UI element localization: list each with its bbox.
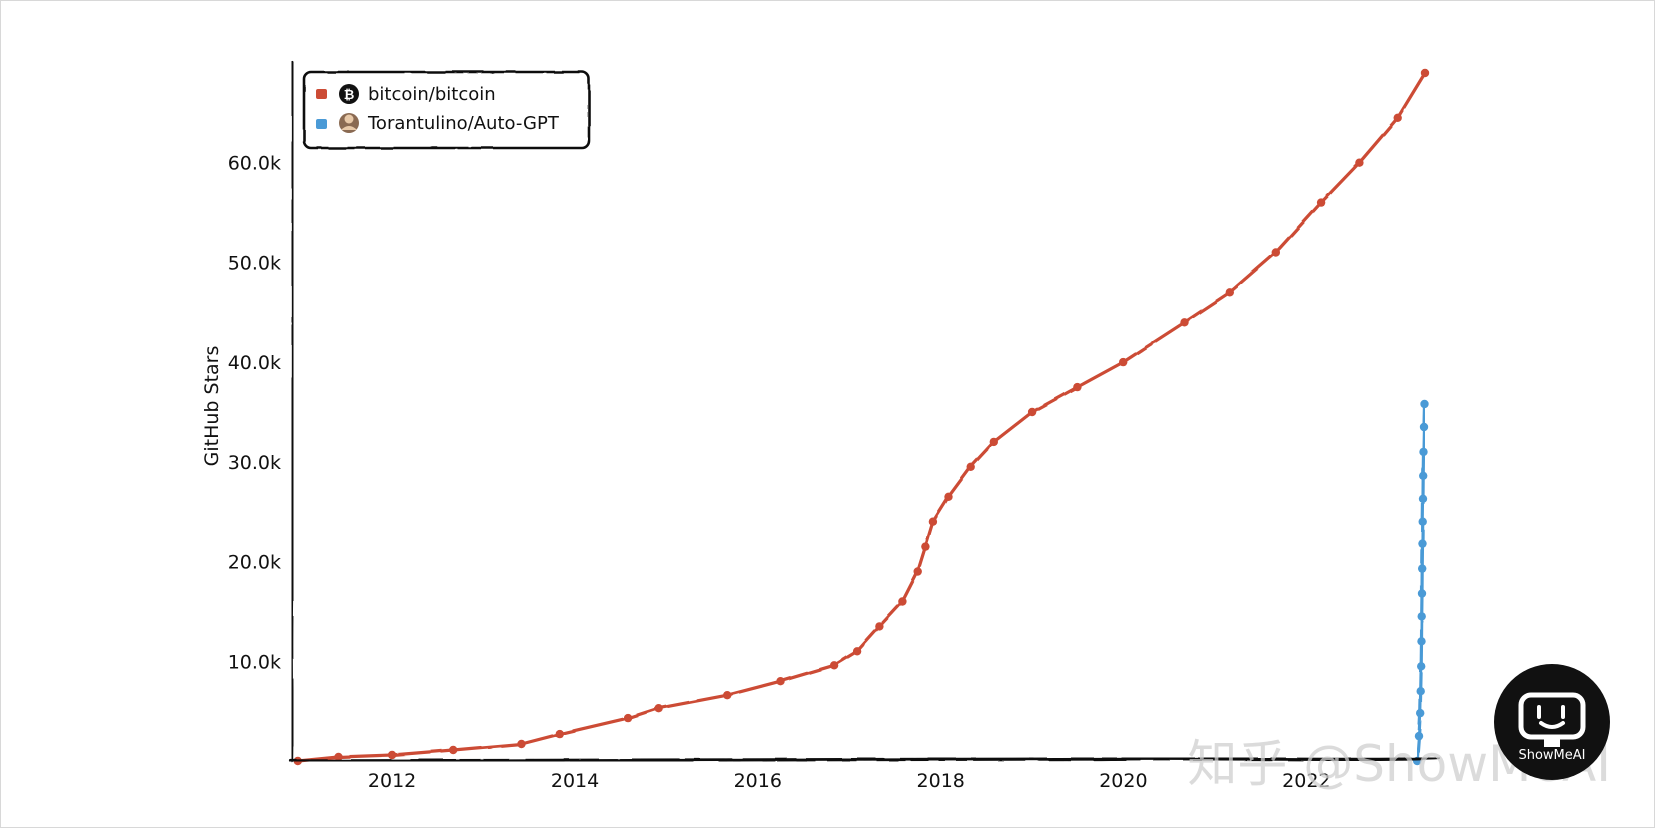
x-tick-label: 2020 [1099, 770, 1147, 792]
data-point [875, 622, 884, 631]
data-point [1417, 589, 1427, 598]
series-line-autogpt [1415, 402, 1427, 763]
x-tick-label: 2016 [734, 770, 782, 792]
data-point [776, 677, 785, 686]
series-layer [293, 68, 1430, 766]
y-axis-line [290, 61, 295, 763]
data-point [1180, 318, 1189, 327]
data-point [1414, 731, 1424, 741]
data-point [517, 739, 526, 749]
y-axis-label: GitHub Stars [201, 346, 223, 467]
legend-swatch-autogpt [316, 119, 327, 129]
data-point [1418, 539, 1427, 548]
data-point [1417, 662, 1426, 671]
data-point [966, 462, 975, 471]
data-point [1271, 248, 1281, 257]
legend: ₿ bitcoin/bitcoin Torantulino/Auto-GPT [302, 70, 591, 150]
data-point [1027, 407, 1037, 417]
data-point [654, 704, 663, 713]
watermark-badge-text: ShowMeAI [1518, 748, 1585, 763]
x-tick-label: 2014 [551, 770, 599, 792]
svg-text:₿: ₿ [344, 88, 355, 103]
data-point [1355, 158, 1364, 167]
data-point [1419, 471, 1428, 480]
data-point [723, 691, 732, 700]
x-tick-label: 2018 [917, 770, 965, 792]
x-tick-label: 2022 [1282, 770, 1330, 792]
data-point [1416, 708, 1425, 718]
data-point [1418, 517, 1427, 526]
data-point [449, 745, 458, 755]
y-tick-label: 20.0k [228, 552, 281, 574]
data-point [1420, 68, 1430, 78]
data-point [829, 661, 839, 670]
robot-logo-icon: ShowMeAI [1494, 664, 1610, 780]
data-point [1419, 447, 1428, 457]
y-tick-label: 30.0k [228, 452, 281, 474]
legend-box [302, 70, 591, 150]
data-point [898, 597, 907, 606]
y-tick-label: 10.0k [228, 651, 281, 673]
y-tick-label: 40.0k [228, 352, 281, 374]
x-tick-label: 2012 [368, 770, 416, 792]
data-point [852, 647, 862, 656]
data-point [1417, 637, 1426, 646]
data-point [1419, 422, 1429, 432]
data-point [623, 713, 633, 723]
data-point [944, 492, 953, 501]
legend-label-bitcoin: bitcoin/bitcoin [368, 84, 496, 105]
y-tick-label: 60.0k [228, 153, 281, 175]
data-point [1418, 564, 1427, 573]
data-point [1418, 494, 1428, 503]
data-point [334, 752, 343, 762]
data-point [1316, 198, 1326, 207]
user-avatar-icon [339, 113, 359, 133]
data-point [928, 517, 938, 526]
data-point [921, 542, 930, 551]
x-axis-ticks: 2012 2014 2016 2018 2020 2022 [368, 770, 1331, 792]
y-axis-ticks: 10.0k 20.0k 30.0k 40.0k 50.0k 60.0k [228, 153, 281, 674]
data-point [1417, 612, 1426, 621]
data-point [989, 437, 998, 447]
bitcoin-logo-icon: ₿ [339, 84, 359, 104]
data-point [1416, 687, 1425, 696]
data-point [1119, 357, 1128, 367]
legend-swatch-bitcoin [316, 89, 327, 99]
legend-label-autogpt: Torantulino/Auto-GPT [367, 113, 560, 134]
data-point [387, 750, 397, 760]
data-point [1420, 399, 1429, 409]
data-point [1393, 113, 1402, 123]
x-axis-line [289, 756, 1441, 763]
data-point [1225, 288, 1235, 297]
data-point [1073, 382, 1082, 392]
watermark: 知乎 @ShowMeAI ShowMeAI [1187, 664, 1611, 793]
series-line-bitcoin [296, 71, 1427, 763]
y-tick-label: 50.0k [228, 252, 281, 274]
data-point [555, 729, 564, 739]
data-point [913, 567, 922, 576]
